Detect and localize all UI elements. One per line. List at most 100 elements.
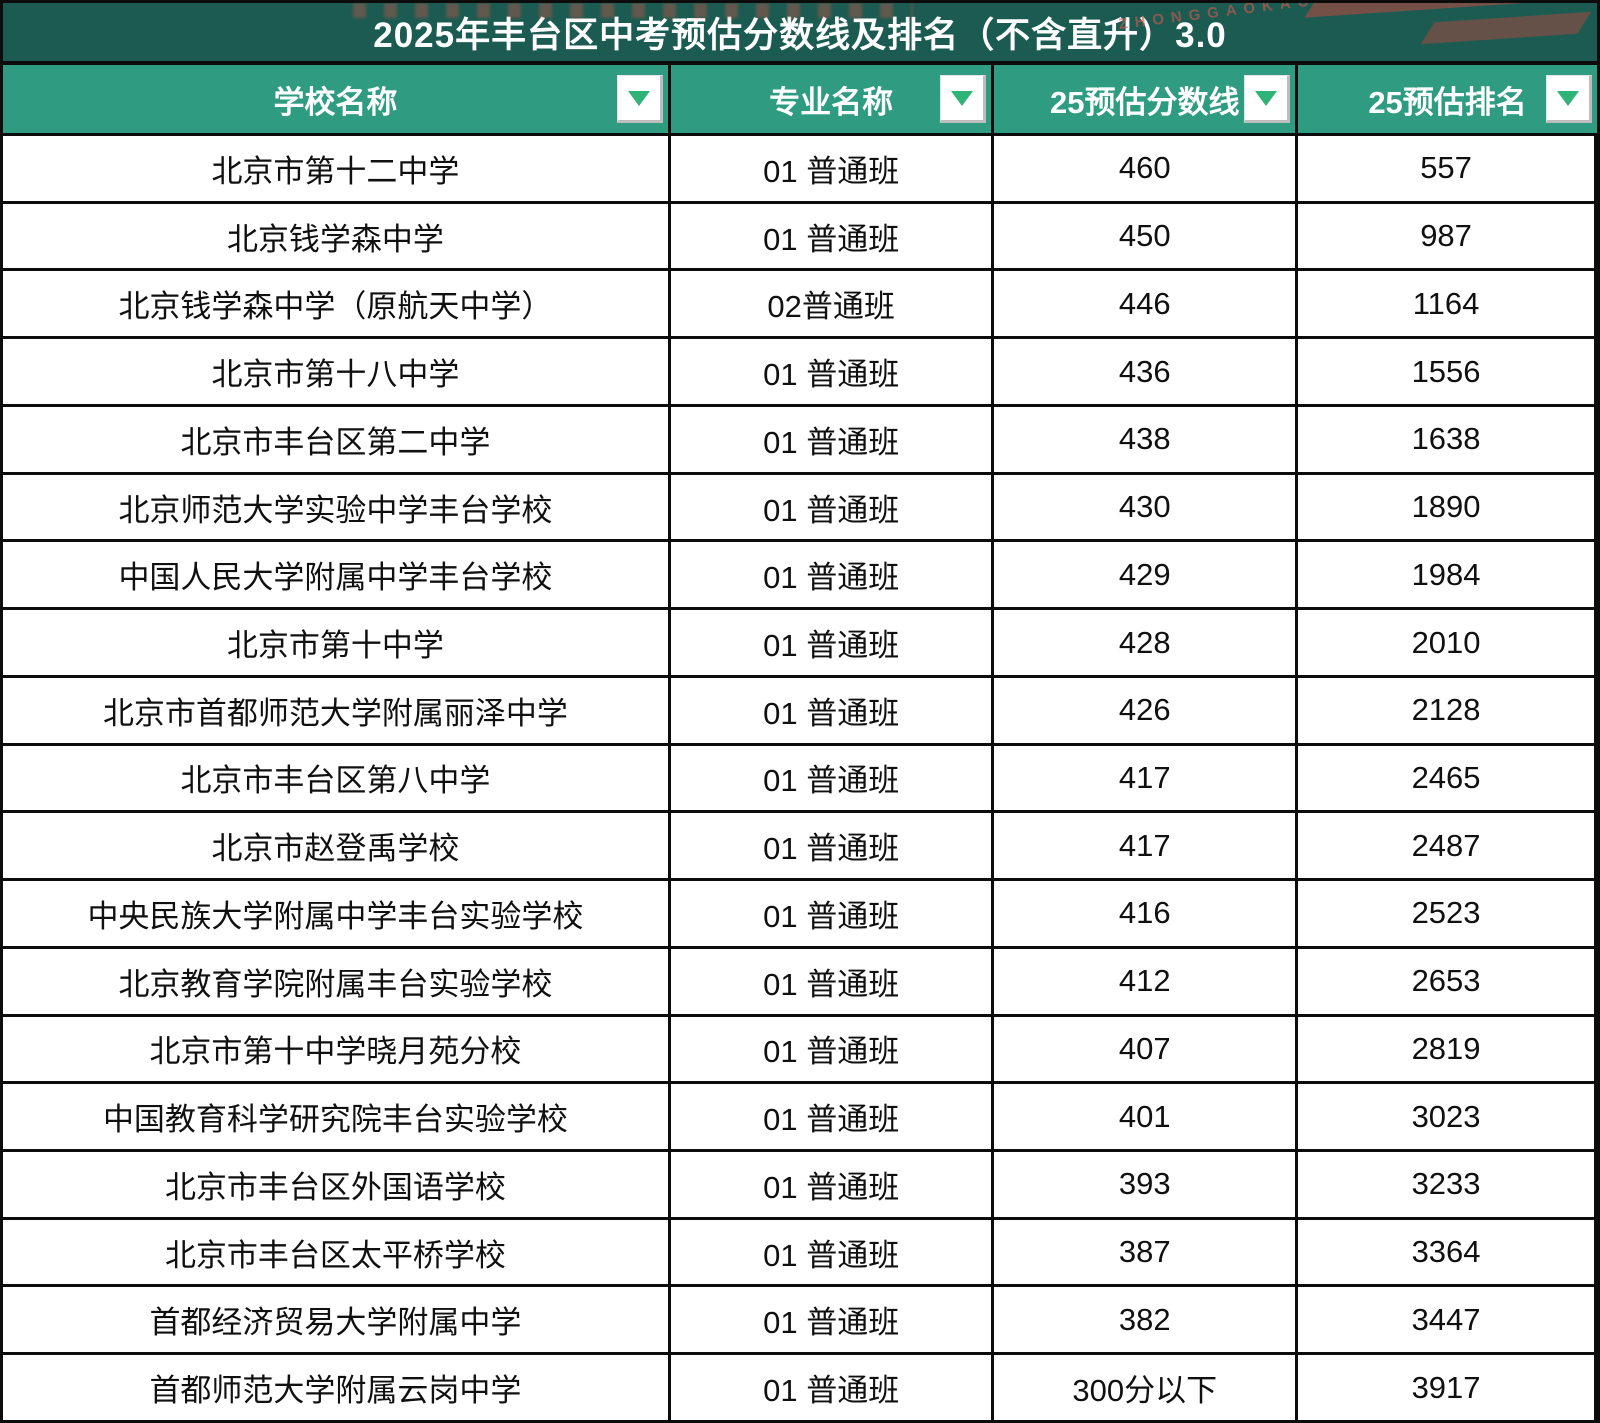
cell-major: 01 普通班 (671, 745, 995, 811)
cell-major: 01 普通班 (671, 677, 995, 743)
filter-dropdown-button-score[interactable] (1244, 75, 1291, 123)
cell-score: 393 (994, 1152, 1299, 1217)
cell-rank: 2010 (1298, 610, 1597, 675)
table-row: 中国教育科学研究院丰台实验学校 01 普通班 401 3023 (3, 1084, 1597, 1153)
cell-school: 北京市首都师范大学附属丽泽中学 (3, 677, 671, 743)
cell-rank: 1638 (1298, 406, 1597, 472)
table-row: 北京市第十中学 01 普通班 428 2010 (3, 610, 1597, 678)
table-row: 北京市丰台区第二中学 01 普通班 438 1638 (3, 406, 1597, 475)
table-row: 北京市丰台区第八中学 01 普通班 417 2465 (3, 745, 1597, 814)
cell-score: 428 (994, 610, 1299, 675)
cell-rank: 2465 (1298, 745, 1597, 811)
page-title: 2025年丰台区中考预估分数线及排名（不含直升）3.0 (3, 3, 1597, 65)
cell-major: 01 普通班 (671, 1287, 995, 1353)
cell-major: 01 普通班 (671, 203, 995, 269)
cell-score: 438 (994, 406, 1299, 472)
cell-major: 01 普通班 (671, 948, 995, 1014)
cell-rank: 1164 (1298, 271, 1597, 337)
cell-score: 417 (994, 813, 1299, 879)
chevron-down-icon (627, 90, 650, 106)
cell-major: 01 普通班 (671, 339, 995, 404)
table-header: 学校名称 专业名称 25预估分数线 25预估排名 (3, 65, 1597, 136)
cell-rank: 3233 (1298, 1152, 1597, 1217)
cell-rank: 987 (1298, 203, 1597, 269)
cell-major: 01 普通班 (671, 1084, 995, 1150)
cell-major: 01 普通班 (671, 1355, 995, 1420)
cell-school: 北京市丰台区第八中学 (3, 745, 671, 811)
cell-major: 01 普通班 (671, 881, 995, 946)
cell-score: 446 (994, 271, 1299, 337)
cell-school: 北京市丰台区第二中学 (3, 406, 671, 472)
table-row: 北京钱学森中学 01 普通班 450 987 (3, 203, 1597, 272)
cell-school: 北京市第十二中学 (3, 136, 671, 201)
table-row: 北京市丰台区外国语学校 01 普通班 393 3233 (3, 1152, 1597, 1220)
column-header-rank: 25预估排名 (1298, 65, 1597, 133)
column-header-label: 专业名称 (769, 84, 894, 120)
cell-school: 北京市丰台区太平桥学校 (3, 1219, 671, 1285)
column-header-score: 25预估分数线 (994, 65, 1299, 133)
cell-score: 412 (994, 948, 1299, 1014)
cell-rank: 3364 (1298, 1219, 1597, 1285)
cell-school: 北京市第十中学晓月苑分校 (3, 1016, 671, 1082)
cell-score: 436 (994, 339, 1299, 404)
cell-score: 382 (994, 1287, 1299, 1353)
table-row: 北京市丰台区太平桥学校 01 普通班 387 3364 (3, 1219, 1597, 1288)
cell-rank: 2653 (1298, 948, 1597, 1014)
cell-rank: 557 (1298, 136, 1597, 201)
cell-major: 01 普通班 (671, 136, 995, 201)
cell-school: 首都师范大学附属云岗中学 (3, 1355, 671, 1420)
cell-score: 407 (994, 1016, 1299, 1082)
cell-score: 429 (994, 542, 1299, 608)
chevron-down-icon (1255, 90, 1278, 106)
filter-dropdown-button-major[interactable] (940, 75, 987, 123)
cell-school: 北京市第十八中学 (3, 339, 671, 404)
cell-major: 01 普通班 (671, 1152, 995, 1217)
cell-school: 首都经济贸易大学附属中学 (3, 1287, 671, 1353)
table-row: 北京市首都师范大学附属丽泽中学 01 普通班 426 2128 (3, 677, 1597, 746)
cell-major: 01 普通班 (671, 542, 995, 608)
cell-rank: 1984 (1298, 542, 1597, 608)
column-header-label: 25预估排名 (1368, 84, 1527, 120)
table-row: 北京市第十中学晓月苑分校 01 普通班 407 2819 (3, 1016, 1597, 1085)
cell-score: 430 (994, 474, 1299, 540)
cell-major: 02普通班 (671, 271, 995, 337)
table-row: 首都师范大学附属云岗中学 01 普通班 300分以下 3917 (3, 1355, 1597, 1420)
cell-score: 401 (994, 1084, 1299, 1150)
cell-school: 中国人民大学附属中学丰台学校 (3, 542, 671, 608)
cell-major: 01 普通班 (671, 813, 995, 879)
cell-score: 426 (994, 677, 1299, 743)
table-row: 中国人民大学附属中学丰台学校 01 普通班 429 1984 (3, 542, 1597, 611)
column-header-label: 学校名称 (273, 84, 398, 120)
cell-rank: 1890 (1298, 474, 1597, 540)
cell-major: 01 普通班 (671, 474, 995, 540)
cell-rank: 2819 (1298, 1016, 1597, 1082)
table-row: 中央民族大学附属中学丰台实验学校 01 普通班 416 2523 (3, 881, 1597, 949)
table-row: 北京市第十八中学 01 普通班 436 1556 (3, 339, 1597, 407)
cell-score: 387 (994, 1219, 1299, 1285)
table-row: 首都经济贸易大学附属中学 01 普通班 382 3447 (3, 1287, 1597, 1356)
cell-rank: 2128 (1298, 677, 1597, 743)
cell-rank: 2523 (1298, 881, 1597, 946)
filter-dropdown-button-rank[interactable] (1546, 75, 1592, 123)
cell-school: 北京教育学院附属丰台实验学校 (3, 948, 671, 1014)
cell-school: 中央民族大学附属中学丰台实验学校 (3, 881, 671, 946)
cell-school: 北京钱学森中学 (3, 203, 671, 269)
filter-dropdown-button-school[interactable] (616, 75, 663, 123)
cell-rank: 2487 (1298, 813, 1597, 879)
cell-school: 北京钱学森中学（原航天中学） (3, 271, 671, 337)
cell-major: 01 普通班 (671, 1219, 995, 1285)
table-row: 北京钱学森中学（原航天中学） 02普通班 446 1164 (3, 271, 1597, 340)
cell-score: 417 (994, 745, 1299, 811)
cell-school: 北京市赵登禹学校 (3, 813, 671, 879)
cell-rank: 1556 (1298, 339, 1597, 404)
cell-school: 北京师范大学实验中学丰台学校 (3, 474, 671, 540)
cell-rank: 3023 (1298, 1084, 1597, 1150)
table-body: 北京市第十二中学 01 普通班 460 557 北京钱学森中学 01 普通班 4… (3, 136, 1597, 1420)
table-row: 北京市赵登禹学校 01 普通班 417 2487 (3, 813, 1597, 882)
column-header-major: 专业名称 (671, 65, 995, 133)
chevron-down-icon (1557, 90, 1579, 106)
cell-school: 北京市第十中学 (3, 610, 671, 675)
cell-rank: 3447 (1298, 1287, 1597, 1353)
table-row: 北京市第十二中学 01 普通班 460 557 (3, 136, 1597, 204)
